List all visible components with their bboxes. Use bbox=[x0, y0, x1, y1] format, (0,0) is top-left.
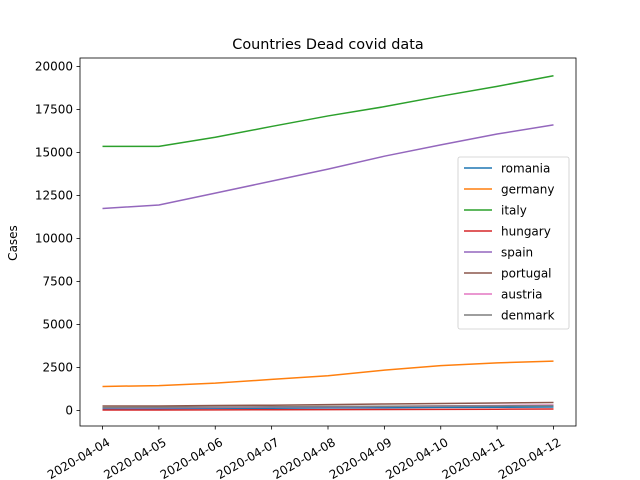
series-lines bbox=[102, 74, 554, 411]
legend-label-romania: romania bbox=[501, 162, 550, 176]
legend-label-portugal: portugal bbox=[501, 267, 552, 281]
legend: romania germany italy hungary spain portugal a… bbox=[457, 156, 570, 330]
legend-label-italy: italy bbox=[501, 204, 527, 218]
series-line-denmark bbox=[102, 404, 554, 409]
y-tick-label: 17500 bbox=[35, 103, 73, 117]
legend-label-hungary: hungary bbox=[501, 225, 551, 239]
y-tick-label: 10000 bbox=[35, 232, 73, 246]
series-line-italy bbox=[102, 74, 554, 148]
legend-label-germany: germany bbox=[501, 183, 554, 197]
y-tick-label: 12500 bbox=[35, 189, 73, 203]
series-line-hungary bbox=[102, 408, 554, 411]
series-line-portugal bbox=[102, 401, 554, 407]
y-tick-label: 0 bbox=[65, 404, 73, 418]
y-tick-label: 2500 bbox=[42, 361, 73, 375]
y-tick-label: 5000 bbox=[42, 318, 73, 332]
legend-box bbox=[457, 156, 570, 330]
y-tick-label: 20000 bbox=[35, 60, 73, 74]
y-tick-label: 15000 bbox=[35, 146, 73, 160]
legend-label-spain: spain bbox=[501, 246, 533, 260]
legend-label-denmark: denmark bbox=[501, 309, 555, 323]
y-axis-label: Cases bbox=[6, 225, 20, 261]
series-line-germany bbox=[102, 360, 554, 388]
plot-frame bbox=[79, 57, 577, 427]
series-line-spain bbox=[102, 124, 554, 210]
series-line-romania bbox=[102, 406, 554, 410]
legend-label-austria: austria bbox=[501, 288, 543, 302]
chart-title: Countries Dead covid data bbox=[232, 37, 423, 53]
x-tick-label: 2020-04-12 bbox=[496, 435, 563, 480]
y-tick-label: 7500 bbox=[42, 275, 73, 289]
y-axis: 0 2500 5000 7500 10000 12500 15000 17500 20000 bbox=[35, 60, 80, 418]
x-axis: 2020-04-042020-04-052020-04-062020-04-07… bbox=[45, 426, 563, 480]
